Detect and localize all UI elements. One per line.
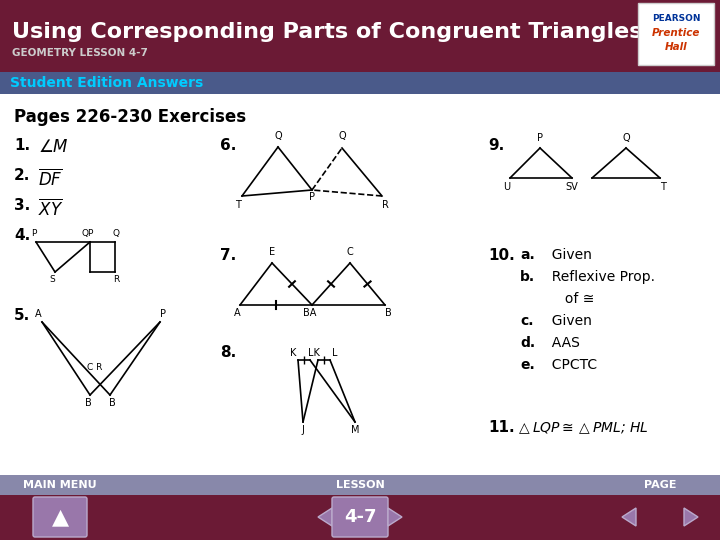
Text: CPCTC: CPCTC [543, 358, 597, 372]
Text: e.: e. [520, 358, 535, 372]
Text: 5.: 5. [14, 308, 30, 323]
Text: 7.: 7. [220, 248, 236, 263]
Text: 1.: 1. [14, 138, 30, 153]
Text: S: S [49, 275, 55, 284]
Text: Q: Q [112, 229, 120, 238]
Text: K: K [289, 348, 296, 358]
Text: $\overline{XY}$: $\overline{XY}$ [38, 198, 63, 219]
Text: R: R [113, 275, 119, 284]
Text: AAS: AAS [543, 336, 580, 350]
Text: MAIN MENU: MAIN MENU [23, 480, 96, 490]
Text: M: M [351, 425, 359, 435]
Text: J: J [302, 425, 305, 435]
Text: T: T [235, 200, 241, 210]
Text: 11.: 11. [488, 420, 515, 435]
Text: Student Edition Answers: Student Edition Answers [10, 76, 203, 90]
Text: 4.: 4. [14, 228, 30, 243]
Polygon shape [622, 508, 636, 526]
Text: Pages 226-230 Exercises: Pages 226-230 Exercises [14, 108, 246, 126]
Text: Q: Q [622, 133, 630, 143]
Text: L: L [332, 348, 338, 358]
Text: B: B [109, 398, 115, 408]
Text: 10.: 10. [488, 248, 515, 263]
Polygon shape [318, 508, 332, 526]
Text: P: P [309, 192, 315, 202]
Text: U: U [503, 182, 510, 192]
Text: C R: C R [87, 363, 103, 373]
Polygon shape [388, 508, 402, 526]
Text: C: C [346, 247, 354, 257]
Text: Reflexive Prop.: Reflexive Prop. [543, 270, 655, 284]
Text: B: B [85, 398, 91, 408]
Text: 4-7: 4-7 [343, 508, 377, 526]
Text: Q: Q [338, 131, 346, 141]
FancyBboxPatch shape [33, 497, 87, 537]
Text: Given: Given [543, 248, 592, 262]
FancyBboxPatch shape [0, 475, 720, 495]
FancyBboxPatch shape [332, 497, 388, 537]
FancyBboxPatch shape [638, 3, 714, 65]
Text: Q: Q [274, 131, 282, 141]
Text: SV: SV [566, 182, 578, 192]
Polygon shape [684, 508, 698, 526]
Text: Given: Given [543, 314, 592, 328]
Text: 2.: 2. [14, 168, 30, 183]
Text: LK: LK [308, 348, 320, 358]
Text: P: P [537, 133, 543, 143]
Text: P: P [31, 229, 37, 238]
Text: P: P [160, 309, 166, 319]
Text: T: T [660, 182, 666, 192]
FancyBboxPatch shape [0, 72, 720, 94]
Text: B: B [384, 308, 392, 318]
Text: A: A [234, 308, 240, 318]
Text: 9.: 9. [488, 138, 504, 153]
Text: PAGE: PAGE [644, 480, 676, 490]
Text: Prentice: Prentice [652, 28, 700, 38]
Text: b.: b. [520, 270, 535, 284]
Text: d.: d. [520, 336, 535, 350]
Text: of ≅: of ≅ [543, 292, 595, 306]
Text: PEARSON: PEARSON [652, 14, 701, 23]
Text: c.: c. [520, 314, 534, 328]
Text: QP: QP [82, 229, 94, 238]
Text: 3.: 3. [14, 198, 30, 213]
Text: a.: a. [520, 248, 535, 262]
Text: LESSON: LESSON [336, 480, 384, 490]
FancyBboxPatch shape [0, 495, 720, 540]
Text: A: A [35, 309, 41, 319]
Text: Hall: Hall [665, 42, 688, 52]
Text: ▲: ▲ [51, 507, 68, 527]
Text: $\triangle$LQP$\cong$$\triangle$PML; HL: $\triangle$LQP$\cong$$\triangle$PML; HL [516, 420, 649, 436]
Text: R: R [382, 200, 388, 210]
FancyBboxPatch shape [0, 0, 720, 72]
Text: GEOMETRY LESSON 4-7: GEOMETRY LESSON 4-7 [12, 48, 148, 58]
Text: $\overline{DF}$: $\overline{DF}$ [38, 168, 63, 189]
Text: $\angle$M: $\angle$M [38, 138, 69, 156]
Text: E: E [269, 247, 275, 257]
Text: 6.: 6. [220, 138, 236, 153]
Text: Using Corresponding Parts of Congruent Triangles: Using Corresponding Parts of Congruent T… [12, 22, 642, 42]
Text: 8.: 8. [220, 345, 236, 360]
Text: BA: BA [303, 308, 317, 318]
